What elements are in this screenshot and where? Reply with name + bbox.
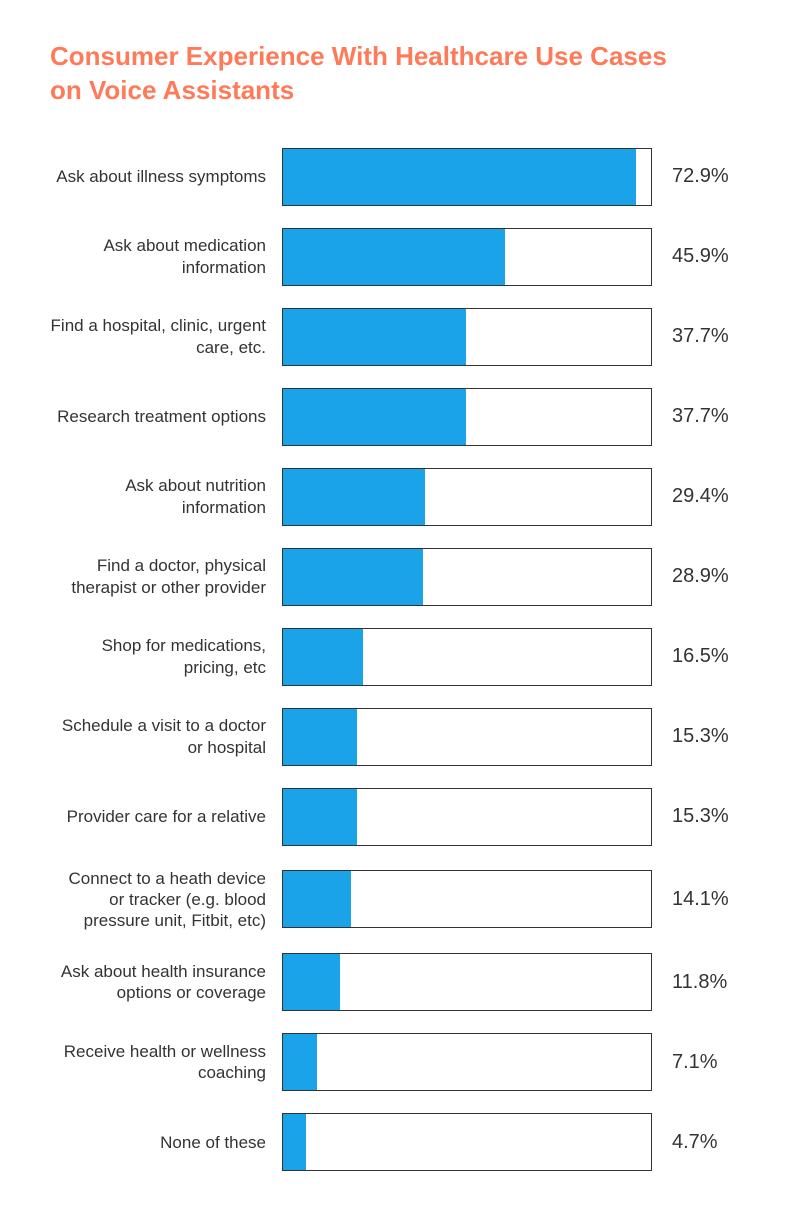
chart-row: Shop for medications, pricing, etc 16.5% (50, 628, 750, 686)
chart-row: Find a doctor, physical therapist or oth… (50, 548, 750, 606)
bar-value: 37.7% (664, 405, 744, 428)
bar-fill (283, 149, 636, 205)
bar-track (282, 953, 652, 1011)
bar-track (282, 308, 652, 366)
bar-fill (283, 954, 340, 1010)
bar-track (282, 628, 652, 686)
bar-label: Research treatment options (50, 406, 270, 427)
bar-value: 15.3% (664, 725, 744, 748)
bar-track (282, 708, 652, 766)
bar-label: Schedule a visit to a doctor or hospital (50, 715, 270, 758)
chart-row: Ask about medication information 45.9% (50, 228, 750, 286)
chart-title: Consumer Experience With Healthcare Use … (50, 40, 690, 108)
bar-fill (283, 871, 351, 927)
bar-label: Shop for medications, pricing, etc (50, 635, 270, 678)
bar-fill (283, 229, 505, 285)
bar-track (282, 870, 652, 928)
chart-row: Ask about nutrition information 29.4% (50, 468, 750, 526)
bar-fill (283, 709, 357, 765)
bar-label: Find a doctor, physical therapist or oth… (50, 555, 270, 598)
bar-track (282, 148, 652, 206)
bar-value: 15.3% (664, 805, 744, 828)
chart-row: Schedule a visit to a doctor or hospital… (50, 708, 750, 766)
bar-value: 72.9% (664, 165, 744, 188)
bar-fill (283, 789, 357, 845)
bar-label: Ask about medication information (50, 235, 270, 278)
bar-value: 16.5% (664, 645, 744, 668)
bar-track (282, 548, 652, 606)
chart-row: Connect to a heath device or tracker (e.… (50, 868, 750, 932)
bar-value: 28.9% (664, 565, 744, 588)
bar-label: Find a hospital, clinic, urgent care, et… (50, 315, 270, 358)
bar-fill (283, 1114, 306, 1170)
bar-fill (283, 469, 425, 525)
bar-fill (283, 549, 423, 605)
chart-row: Ask about health insurance options or co… (50, 953, 750, 1011)
bar-value: 29.4% (664, 485, 744, 508)
bar-track (282, 1033, 652, 1091)
bar-fill (283, 1034, 317, 1090)
bar-value: 37.7% (664, 325, 744, 348)
bar-fill (283, 389, 466, 445)
bar-label: Receive health or wellness coaching (50, 1041, 270, 1084)
bar-label: Ask about illness symptoms (50, 166, 270, 187)
chart-row: Ask about illness symptoms 72.9% (50, 148, 750, 206)
bar-value: 45.9% (664, 245, 744, 268)
bar-label: Provider care for a relative (50, 806, 270, 827)
bar-label: Connect to a heath device or tracker (e.… (50, 868, 270, 932)
chart-row: Receive health or wellness coaching 7.1% (50, 1033, 750, 1091)
bar-track (282, 228, 652, 286)
bar-track (282, 1113, 652, 1171)
chart-row: Research treatment options 37.7% (50, 388, 750, 446)
bar-chart: Ask about illness symptoms72.9%Ask about… (50, 148, 750, 1172)
chart-row: None of these 4.7% (50, 1113, 750, 1171)
bar-value: 11.8% (664, 971, 744, 994)
bar-fill (283, 309, 466, 365)
bar-track (282, 788, 652, 846)
bar-value: 14.1% (664, 888, 744, 911)
bar-track (282, 388, 652, 446)
bar-value: 7.1% (664, 1051, 744, 1074)
chart-row: Find a hospital, clinic, urgent care, et… (50, 308, 750, 366)
bar-label: Ask about nutrition information (50, 475, 270, 518)
bar-fill (283, 629, 363, 685)
bar-track (282, 468, 652, 526)
bar-label: None of these (50, 1132, 270, 1153)
bar-value: 4.7% (664, 1131, 744, 1154)
bar-label: Ask about health insurance options or co… (50, 961, 270, 1004)
chart-row: Provider care for a relative 15.3% (50, 788, 750, 846)
